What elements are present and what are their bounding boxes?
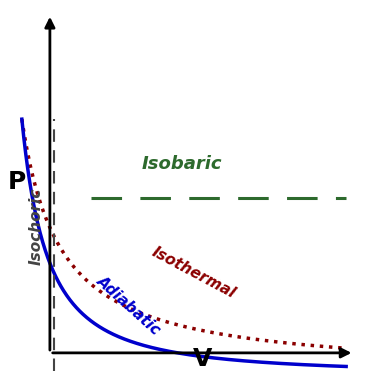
Text: Isobaric: Isobaric bbox=[142, 155, 222, 173]
Text: V: V bbox=[192, 347, 212, 372]
Text: P: P bbox=[8, 170, 26, 194]
Text: Isochoric: Isochoric bbox=[29, 187, 44, 265]
Text: Isothermal: Isothermal bbox=[149, 245, 238, 301]
Text: Adiabatic: Adiabatic bbox=[94, 273, 163, 338]
